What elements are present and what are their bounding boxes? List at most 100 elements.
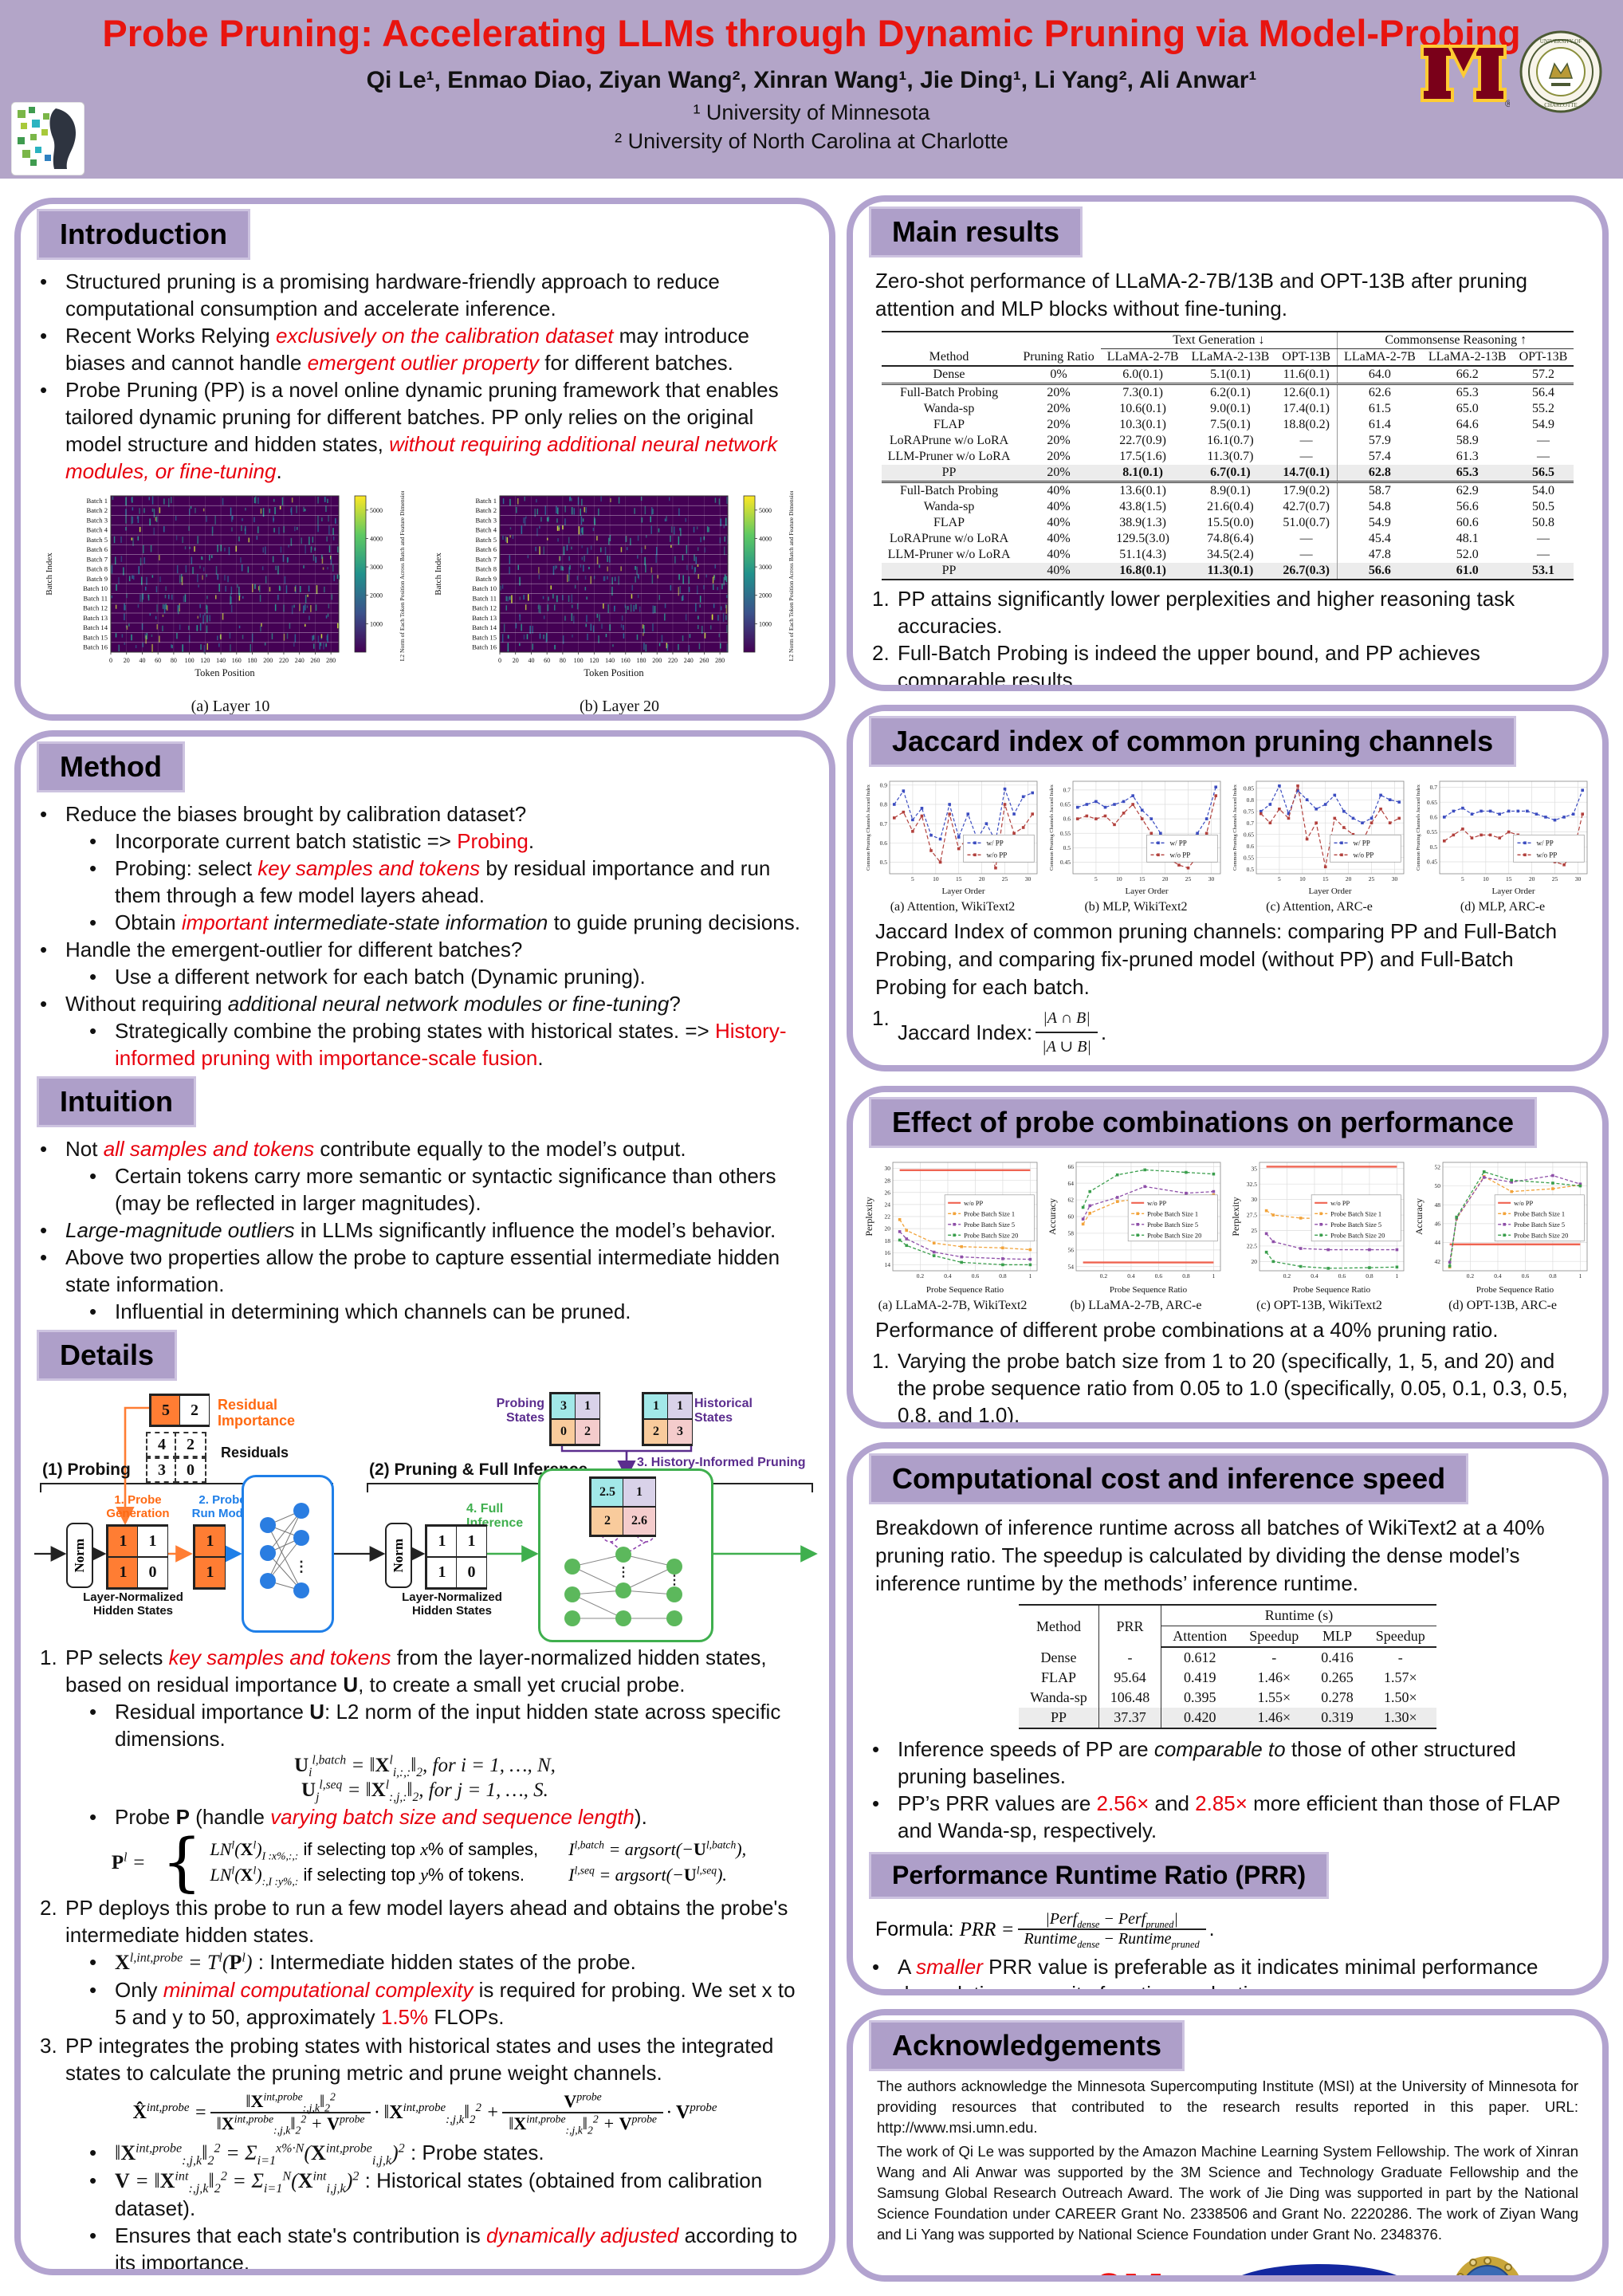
svg-text:Batch 5: Batch 5	[87, 536, 108, 544]
table-row: PP 40% 16.8(0.1) 11.3(0.1) 26.7(0.3) 56.6 61.0…	[881, 563, 1574, 580]
jaccard-chart-d: 0.45 0.5 0.55 0.6 0.65 0.7 5 10 15 20 25 30 w/ PP w/o…	[1414, 776, 1591, 900]
matrix-cell: 0	[456, 1557, 487, 1588]
svg-text:Accuracy: Accuracy	[1414, 1198, 1425, 1235]
list-item: • Incorporate current batch statistic => …	[89, 829, 535, 853]
table-row: Dense 0% 6.0(0.1) 5.1(0.1) 11.6(0.1) 64.0 66.2…	[882, 366, 1574, 384]
svg-text:Accuracy: Accuracy	[1047, 1198, 1058, 1235]
matrix-cell: 1	[137, 1526, 168, 1557]
svg-text:220: 220	[668, 657, 678, 664]
table-row: FLAP 20% 10.3(0.1) 7.5(0.1) 18.8(0.2) 61.4 64.…	[933, 417, 1554, 433]
svg-text:2000: 2000	[370, 592, 383, 600]
acknowledgements-panel: Acknowledgements The authors acknowledge…	[847, 2009, 1609, 2282]
svg-text:0.8: 0.8	[1182, 1272, 1190, 1280]
header-band: Probe Pruning: Accelerating LLMs through…	[0, 0, 1623, 179]
svg-text:Probe Batch Size 20: Probe Batch Size 20	[964, 1232, 1018, 1239]
table-row: LoRAPrune w/o LoRA 40% 129.5(3.0) 74.8(6.4)…	[889, 531, 1550, 547]
list-item: • Recent Works Relying exclusively on the…	[40, 324, 749, 375]
svg-text:62: 62	[1068, 1197, 1075, 1204]
probe-chart-d: 42 44 46 48 50 52 0.2 0.4 0.6 0.8 1 w/o PP Probe Bat…	[1413, 1158, 1591, 1299]
list-item: • Handle the emergent-outlier for differe…	[40, 938, 523, 961]
svg-text:120: 120	[200, 657, 210, 664]
list-item: • ‖Xint,probe:,j,k‖22 = Σi=1x%·N(Xint,pro…	[89, 2141, 544, 2168]
svg-text:Batch 6: Batch 6	[476, 545, 497, 553]
svg-text:3000: 3000	[759, 564, 772, 571]
svg-text:amazon: amazon	[883, 2263, 1032, 2282]
svg-text:Probe Batch Size 20: Probe Batch Size 20	[1514, 1232, 1568, 1239]
details-step2: 2. PP deploys this probe to run a few mod…	[40, 1894, 810, 2031]
svg-text:Batch 11: Batch 11	[84, 594, 108, 602]
svg-text:0.7: 0.7	[880, 820, 888, 828]
svg-text:3000: 3000	[370, 564, 383, 571]
matrix-cell: 1	[643, 1394, 669, 1419]
matrix-cell: 0	[137, 1557, 168, 1588]
svg-text:⋮: ⋮	[617, 1566, 630, 1579]
svg-text:64: 64	[1068, 1180, 1075, 1187]
svg-text:5: 5	[1094, 875, 1098, 883]
section-heading-introduction: Introduction	[37, 209, 250, 260]
pruned-network-icon: ⋮ ⋮	[564, 1523, 682, 1626]
svg-text:Probe Batch Size 20: Probe Batch Size 20	[1330, 1232, 1385, 1239]
poster-title: Probe Pruning: Accelerating LLMs through…	[102, 12, 1521, 54]
probe-caption-a: (a) LLaMA-2-7B, WikiText2	[878, 1299, 1028, 1312]
svg-text:0.6: 0.6	[880, 839, 888, 847]
svg-text:Batch 8: Batch 8	[87, 565, 108, 573]
svg-text:20: 20	[1252, 1258, 1258, 1265]
svg-text:Probe Batch Size 5: Probe Batch Size 5	[1514, 1221, 1565, 1229]
jaccard-panel: Jaccard index of common pruning channels…	[847, 705, 1609, 1071]
table-row: Wanda-sp 106.48 0.395 1.55× 0.278 1.50×	[1019, 1688, 1436, 1708]
svg-text:Batch 9: Batch 9	[87, 575, 108, 583]
svg-text:5: 5	[911, 875, 914, 883]
svg-text:Common Pruning Channels Jaccar: Common Pruning Channels Jaccard Index	[1049, 784, 1055, 871]
list-item: 1. PP selects key samples and tokens from…	[40, 1645, 767, 1696]
svg-text:26: 26	[885, 1189, 891, 1196]
svg-text:15: 15	[1322, 875, 1329, 883]
svg-text:240: 240	[684, 657, 694, 664]
jaccard-chart-c: 0.5 0.55 0.6 0.65 0.7 0.75 0.8 0.85 5 10 15 20 25 30 w…	[1231, 776, 1408, 900]
list-item: • Probing: select key samples and tokens …	[89, 856, 771, 907]
svg-text:⋮: ⋮	[294, 1559, 308, 1575]
svg-text:1000: 1000	[370, 620, 383, 627]
svg-text:0.6: 0.6	[1155, 1272, 1163, 1280]
svg-text:1: 1	[1396, 1272, 1399, 1280]
svg-text:10: 10	[1116, 875, 1122, 883]
svg-text:Batch 1: Batch 1	[476, 497, 497, 505]
svg-text:54: 54	[1068, 1263, 1075, 1270]
svg-text:28: 28	[885, 1177, 891, 1184]
svg-text:20: 20	[885, 1225, 891, 1233]
svg-text:Probe Batch Size 1: Probe Batch Size 1	[1147, 1210, 1198, 1217]
matrix-cell: 1	[195, 1526, 226, 1557]
unc-charlotte-seal: UNIVERSITY OF CHARLOTTE	[1519, 30, 1602, 113]
svg-text:0.65: 0.65	[1244, 831, 1254, 838]
svg-text:Token Position: Token Position	[195, 667, 255, 678]
svg-text:24: 24	[885, 1201, 891, 1208]
svg-text:1: 1	[1212, 1272, 1216, 1280]
svg-text:5: 5	[1278, 875, 1281, 883]
svg-text:w/ PP: w/ PP	[1354, 839, 1370, 847]
university-of-minnesota-logo: ®	[1421, 45, 1510, 108]
svg-text:Batch 5: Batch 5	[476, 536, 497, 544]
svg-text:5000: 5000	[370, 507, 383, 514]
heatmap-layer20: 0 20 40 60 80 100 120 140 160 180 200 220 240 260 280 B…	[431, 487, 808, 696]
svg-text:160: 160	[621, 657, 631, 664]
svg-text:20: 20	[1529, 875, 1535, 883]
main-results-panel: Main results Zero-shot performance of LL…	[847, 195, 1609, 691]
svg-text:20: 20	[1346, 875, 1352, 883]
svg-text:w/o PP: w/o PP	[1537, 851, 1558, 859]
svg-text:0.6: 0.6	[972, 1272, 980, 1280]
svg-text:0.45: 0.45	[1427, 859, 1437, 866]
list-item: • Influential in determining which channe…	[89, 1299, 631, 1323]
svg-text:Probe Batch Size 1: Probe Batch Size 1	[1330, 1210, 1381, 1217]
acknowledgement-paragraph-1: The authors acknowledge the Minnesota Su…	[877, 2078, 1578, 2136]
svg-text:4000: 4000	[759, 535, 772, 542]
list-item: • PP’s PRR values are 2.56× and 2.85× mor…	[872, 1791, 1561, 1842]
residual-importance-seq-formula: Ujl,seq = ‖Xl:,j,:‖2, for j = 1, …, S.	[301, 1778, 548, 1804]
svg-text:100: 100	[185, 657, 195, 664]
svg-text:280: 280	[715, 657, 725, 664]
svg-text:0.2: 0.2	[1467, 1272, 1475, 1280]
svg-text:SAMSUNG: SAMSUNG	[1250, 2278, 1389, 2282]
svg-text:200: 200	[652, 657, 662, 664]
probe-run-network-box: ⋮	[242, 1475, 334, 1633]
matrix-cell: 3	[667, 1419, 693, 1445]
probe-combinations-notes: 1. Varying the probe batch size from 1 to…	[872, 1347, 1583, 1422]
